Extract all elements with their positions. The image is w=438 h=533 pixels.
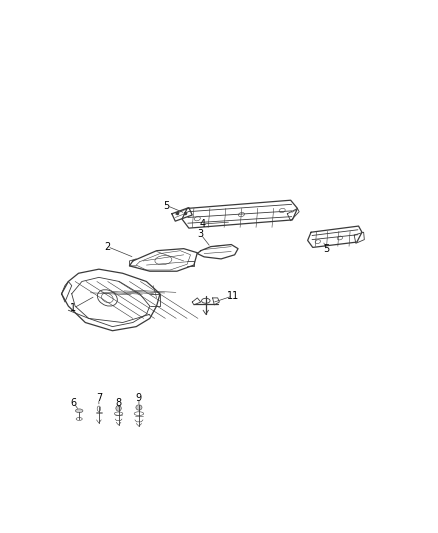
Text: 7: 7 — [96, 393, 102, 403]
Text: 5: 5 — [323, 245, 329, 254]
Text: 5: 5 — [164, 200, 170, 211]
Text: 8: 8 — [116, 398, 122, 408]
Ellipse shape — [116, 406, 121, 411]
Text: 6: 6 — [71, 398, 77, 408]
Text: 2: 2 — [104, 241, 110, 252]
Ellipse shape — [75, 409, 83, 413]
Text: 9: 9 — [136, 393, 142, 403]
Ellipse shape — [136, 405, 142, 410]
Text: 4: 4 — [199, 219, 205, 229]
Text: 11: 11 — [227, 291, 239, 301]
Text: 1: 1 — [71, 303, 77, 313]
Text: 3: 3 — [198, 229, 204, 239]
